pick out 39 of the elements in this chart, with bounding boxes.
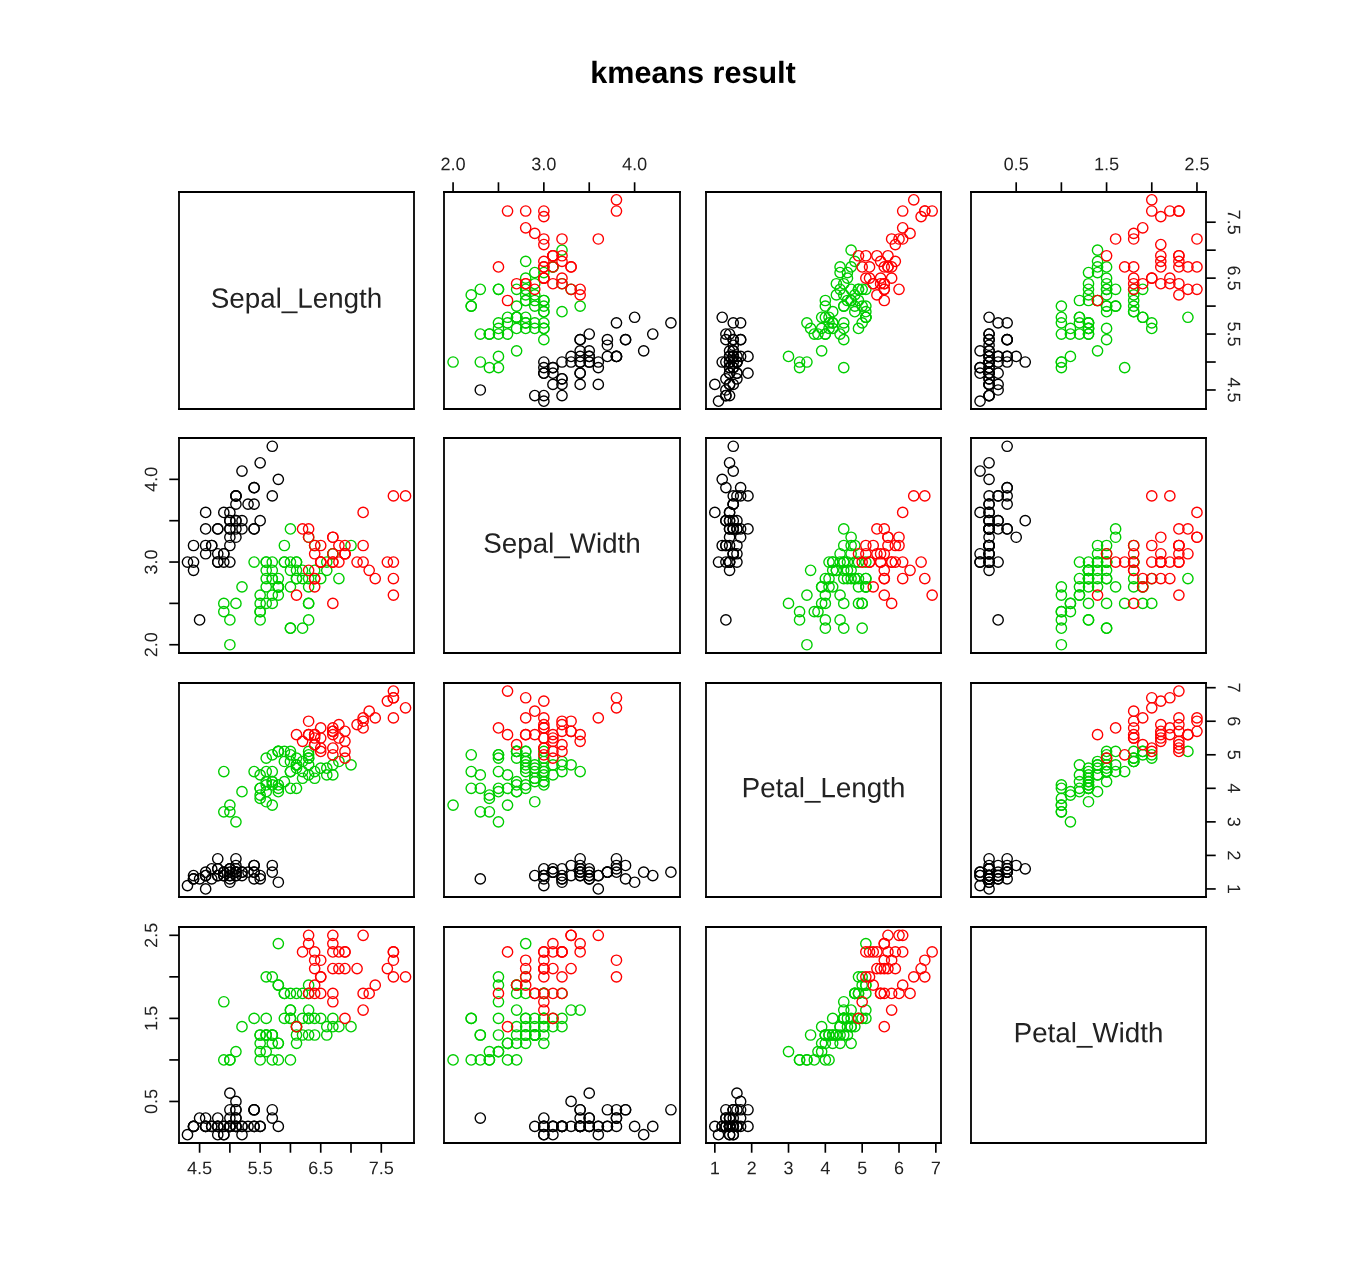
y-tick-label: 4.5 (1227, 377, 1241, 402)
x-tick-label: 6.5 (309, 1161, 333, 1175)
y-tick-label: 5 (1227, 750, 1241, 760)
x-tick-label: 0.5 (1004, 157, 1028, 171)
x-tick-label: 2.5 (1185, 157, 1209, 171)
y-tick-label: 6 (1227, 717, 1241, 726)
y-tick-label: 1.5 (144, 1006, 158, 1030)
x-tick-label: 1 (711, 1161, 719, 1175)
text: Sepal_Width (484, 532, 639, 559)
y-tick-label: 0.5 (144, 1089, 158, 1114)
text: Petal_Length (743, 777, 904, 803)
x-tick-label: 3.0 (531, 157, 556, 171)
y-tick-label: 4.0 (144, 467, 158, 492)
x-tick-label: 4.0 (622, 157, 647, 171)
y-tick-label: 3 (1227, 817, 1241, 827)
x-tick-label: 7.5 (369, 1161, 394, 1175)
y-tick-label: 6.5 (1227, 266, 1241, 290)
text: Sepal_Length (212, 287, 381, 314)
y-tick-label: 1 (1227, 885, 1241, 894)
x-tick-label: 4.5 (187, 1161, 212, 1175)
x-tick-label: 5.5 (248, 1161, 272, 1175)
x-tick-label: 6 (894, 1161, 904, 1175)
x-tick-label: 2 (747, 1161, 756, 1175)
x-tick-label: 5 (857, 1161, 867, 1175)
y-tick-label: 5.5 (1227, 322, 1241, 346)
y-tick-label: 7 (1227, 683, 1241, 692)
y-tick-label: 2.5 (144, 923, 158, 947)
x-tick-label: 3 (784, 1161, 793, 1175)
text: kmeans result (592, 60, 796, 84)
y-tick-label: 7.5 (1227, 210, 1241, 234)
x-tick-label: 1.5 (1095, 157, 1119, 171)
y-tick-label: 4 (1227, 783, 1241, 793)
y-tick-label: 3.0 (144, 550, 158, 574)
y-tick-label: 2 (1227, 851, 1241, 860)
x-tick-label: 2.0 (441, 157, 465, 171)
text: Petal_Width (1015, 1022, 1162, 1048)
x-tick-label: 7 (931, 1161, 940, 1175)
x-tick-label: 4 (820, 1161, 830, 1175)
y-tick-label: 2.0 (144, 632, 158, 657)
